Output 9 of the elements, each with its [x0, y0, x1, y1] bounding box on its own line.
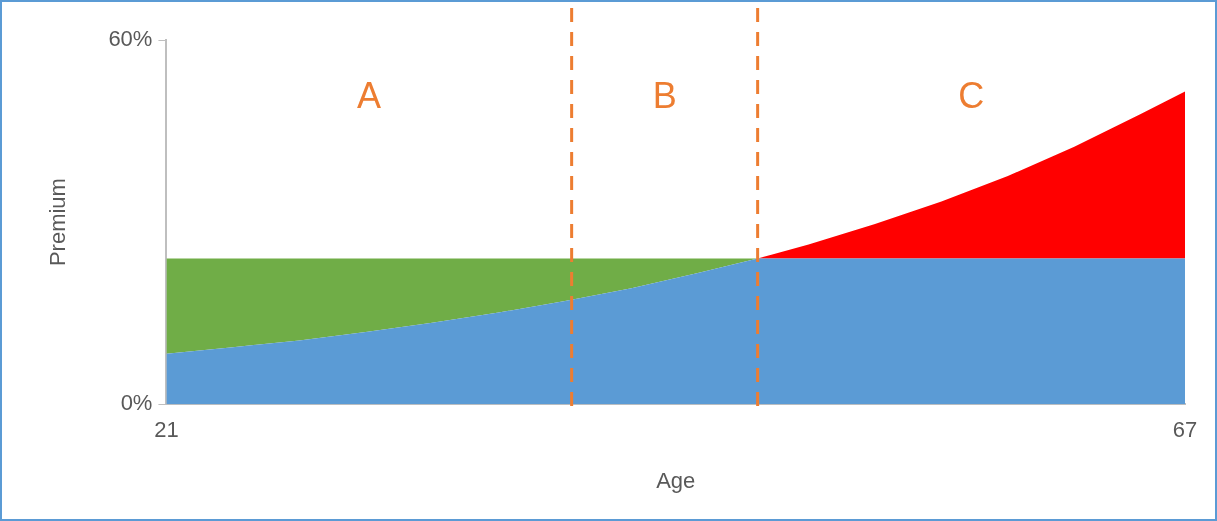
- y-axis-title: Premium: [45, 178, 71, 267]
- annotation: A: [357, 74, 382, 116]
- y-tick-label: 0%: [120, 390, 153, 416]
- x-axis-title: Age: [656, 467, 696, 493]
- x-tick-label: 67: [1172, 417, 1198, 443]
- annotation: B: [652, 74, 677, 116]
- y-tick-label: 60%: [108, 26, 153, 52]
- x-tick-label: 21: [154, 417, 179, 443]
- annotation: C: [958, 74, 985, 116]
